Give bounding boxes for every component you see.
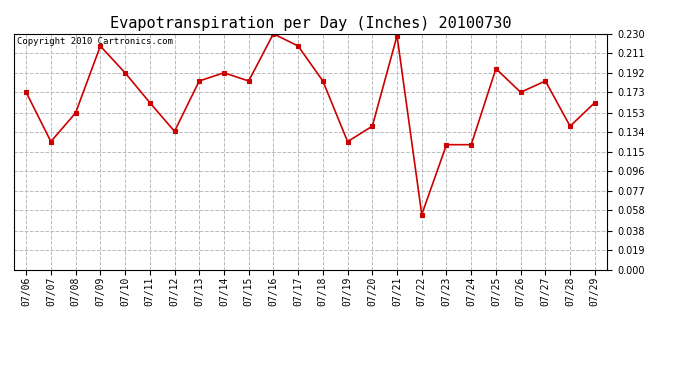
- Text: Copyright 2010 Cartronics.com: Copyright 2010 Cartronics.com: [17, 37, 172, 46]
- Title: Evapotranspiration per Day (Inches) 20100730: Evapotranspiration per Day (Inches) 2010…: [110, 16, 511, 31]
